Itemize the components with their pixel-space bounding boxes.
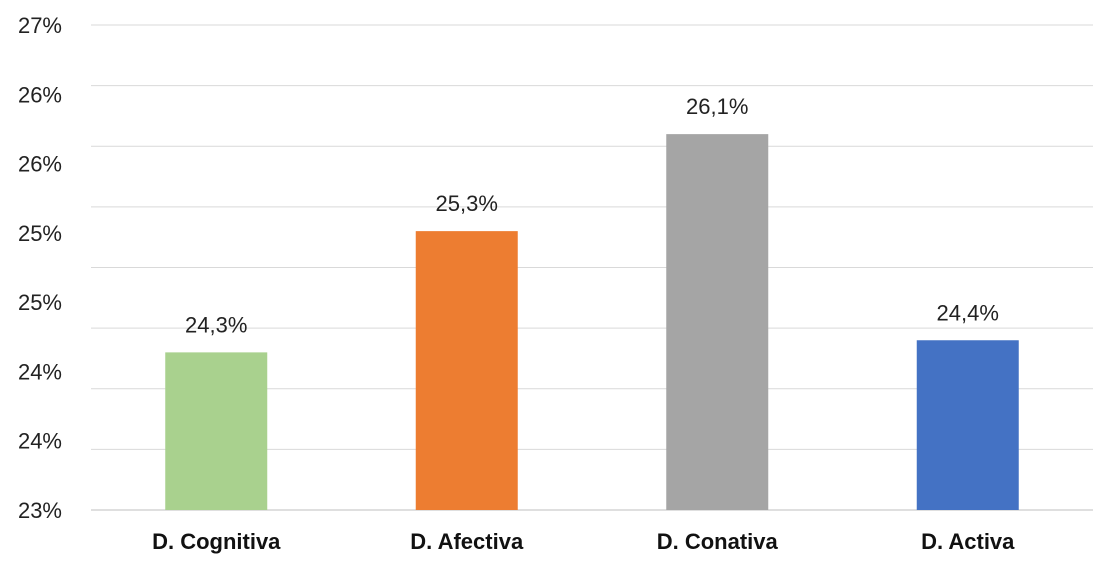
bar (916, 340, 1019, 510)
x-category-label: D. Activa (921, 529, 1015, 554)
y-tick-label: 25% (18, 290, 62, 315)
y-tick-label: 23% (18, 498, 62, 523)
y-tick-label: 25% (18, 221, 62, 246)
bars (165, 134, 1019, 510)
x-category-label: D. Cognitiva (152, 529, 281, 554)
y-tick-label: 24% (18, 359, 62, 384)
data-label: 25,3% (436, 191, 498, 216)
data-label: 26,1% (686, 94, 748, 119)
data-label: 24,3% (185, 312, 247, 337)
bar (165, 352, 268, 510)
y-axis-ticks: 23% 24% 24% 25% 25% 26% 26% 27% (18, 13, 62, 523)
y-tick-label: 26% (18, 152, 62, 177)
data-label: 24,4% (937, 300, 999, 325)
y-tick-label: 26% (18, 82, 62, 107)
y-tick-label: 27% (18, 13, 62, 38)
x-category-label: D. Afectiva (410, 529, 524, 554)
data-labels: 24,3% 25,3% 26,1% 24,4% (185, 94, 999, 337)
y-tick-label: 24% (18, 429, 62, 454)
x-axis-labels: D. Cognitiva D. Afectiva D. Conativa D. Act… (152, 529, 1015, 554)
bar (415, 231, 518, 510)
bar (666, 134, 769, 510)
x-category-label: D. Conativa (657, 529, 779, 554)
